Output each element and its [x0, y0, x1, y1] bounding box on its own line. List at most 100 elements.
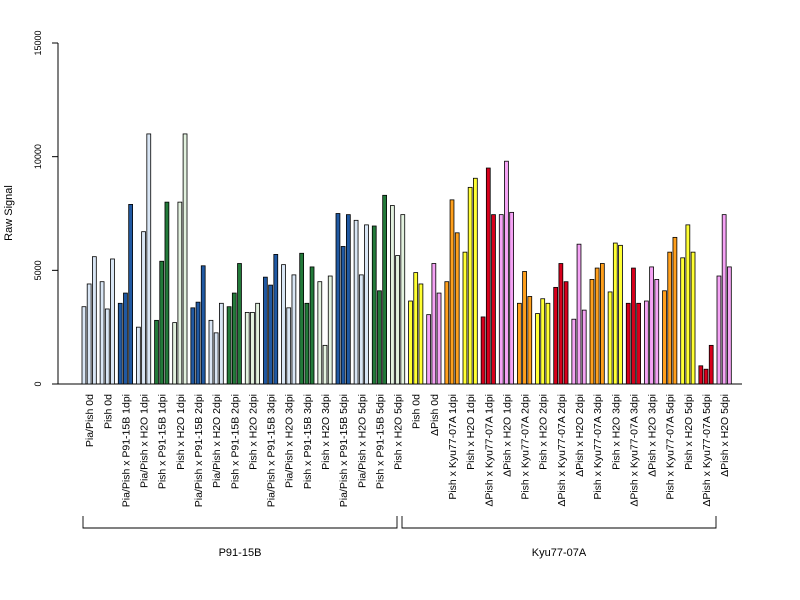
- bar: [485, 167, 491, 385]
- bar: [625, 302, 631, 385]
- bar: [667, 251, 673, 385]
- bar: [104, 308, 110, 385]
- x-tick-label: ΔPish x Kyu77-07A 2dpi: [556, 394, 568, 507]
- bar: [509, 211, 514, 385]
- x-tick-label: Pish x P91-15B 1dpi: [157, 394, 169, 489]
- bar: [395, 255, 400, 385]
- bar: [327, 275, 333, 385]
- y-axis-title: Raw Signal: [3, 185, 15, 241]
- bar: [649, 266, 654, 385]
- bar: [467, 186, 473, 385]
- x-tick-label: Pish x H2O 3dpi: [320, 394, 332, 470]
- bar: [304, 302, 310, 385]
- bar: [535, 313, 540, 385]
- bar: [491, 214, 496, 385]
- bar: [600, 263, 605, 385]
- x-tick-label: ΔPish x H2O 5dpi: [719, 394, 731, 477]
- bar: [226, 306, 232, 385]
- bar: [631, 267, 636, 385]
- x-tick-label: Pish x H2O 5dpi: [683, 394, 695, 470]
- bar: [128, 204, 133, 385]
- bar: [680, 257, 686, 385]
- bar: [382, 194, 387, 385]
- x-tick-label: Pia/Pish x H2O 2dpi: [211, 394, 223, 488]
- bar: [231, 292, 237, 385]
- bar: [146, 133, 152, 385]
- x-tick-label: Pish x H2O 2dpi: [538, 394, 550, 470]
- bar: [358, 274, 364, 385]
- bar: [340, 246, 346, 385]
- bar: [644, 300, 649, 385]
- x-tick-label: ΔPish x Kyu77-07A 3dpi: [628, 394, 640, 507]
- bar: [690, 251, 696, 385]
- bar: [281, 264, 286, 385]
- x-tick-label: ΔPish x H2O 2dpi: [574, 394, 586, 477]
- bar: [576, 243, 582, 385]
- bar: [195, 301, 201, 385]
- bar: [371, 225, 377, 385]
- x-tick-label: Pia/Pish x P91-15B 3dpi: [266, 394, 278, 507]
- bar: [703, 368, 709, 385]
- bar: [418, 283, 424, 385]
- bar: [449, 199, 455, 385]
- bar: [218, 302, 224, 385]
- bar: [716, 275, 722, 385]
- bar: [721, 214, 727, 385]
- bar: [685, 224, 691, 385]
- bar: [612, 242, 618, 385]
- bar: [563, 281, 569, 385]
- bar: [345, 214, 351, 385]
- bar: [164, 201, 170, 385]
- bar: [268, 284, 273, 385]
- bar: [213, 332, 219, 385]
- bar: [117, 302, 123, 385]
- x-tick-label: Pish x H2O 3dpi: [610, 394, 622, 470]
- bar: [444, 281, 450, 385]
- bar: [727, 266, 732, 385]
- bar: [540, 298, 546, 385]
- bar: [527, 296, 533, 385]
- group-brackets: P91-15B Kyu77-07A: [82, 516, 717, 559]
- bar: [431, 263, 437, 385]
- bar: [522, 271, 527, 385]
- bar: [571, 318, 577, 385]
- bar: [454, 232, 460, 385]
- bar: [377, 290, 382, 385]
- bar: [636, 302, 641, 385]
- x-tick-label: Pish x P91-15B 3dpi: [302, 394, 314, 489]
- bar: [517, 302, 522, 385]
- x-tick-label: ΔPish x H2O 1dpi: [501, 394, 513, 477]
- x-tick-label: ΔPish x H2O 3dpi: [647, 394, 659, 477]
- bar: [662, 290, 667, 385]
- x-tick-label: Pish 0d: [102, 394, 114, 429]
- bar: [472, 177, 478, 385]
- bar: [86, 283, 92, 385]
- group-bracket: [401, 516, 717, 529]
- bar: [154, 319, 159, 385]
- bar: [589, 279, 595, 385]
- bar: [200, 265, 206, 385]
- bar: [309, 266, 315, 385]
- x-tick-label: Pia/Pish x H2O 1dpi: [139, 394, 151, 488]
- x-tick-label: Pish 0d: [411, 394, 423, 429]
- x-tick-label: Pish x Kyu77-07A 3dpi: [592, 394, 604, 500]
- bar: [172, 322, 178, 385]
- x-tick-label: Pish x Kyu77-07A 2dpi: [520, 394, 532, 500]
- bar: [286, 307, 292, 385]
- bar: [545, 302, 551, 385]
- bar: [462, 251, 468, 385]
- bar: [182, 133, 188, 385]
- bar: [136, 326, 141, 385]
- x-tick-label: Pia/Pish x P91-15B 5dpi: [338, 394, 350, 507]
- group-label: Kyu77-07A: [532, 547, 587, 559]
- x-tick-label: ΔPish 0d: [429, 394, 441, 436]
- bar: [426, 314, 432, 385]
- bar: [353, 219, 359, 385]
- x-tick-label: Pia/Pish x P91-15B 1dpi: [120, 394, 132, 507]
- bar: [594, 267, 600, 385]
- bar: [364, 224, 369, 385]
- x-tick-label: Pish x H2O 5dpi: [393, 394, 405, 470]
- bar: [335, 213, 341, 385]
- bar: [581, 309, 587, 385]
- bar: [672, 236, 678, 385]
